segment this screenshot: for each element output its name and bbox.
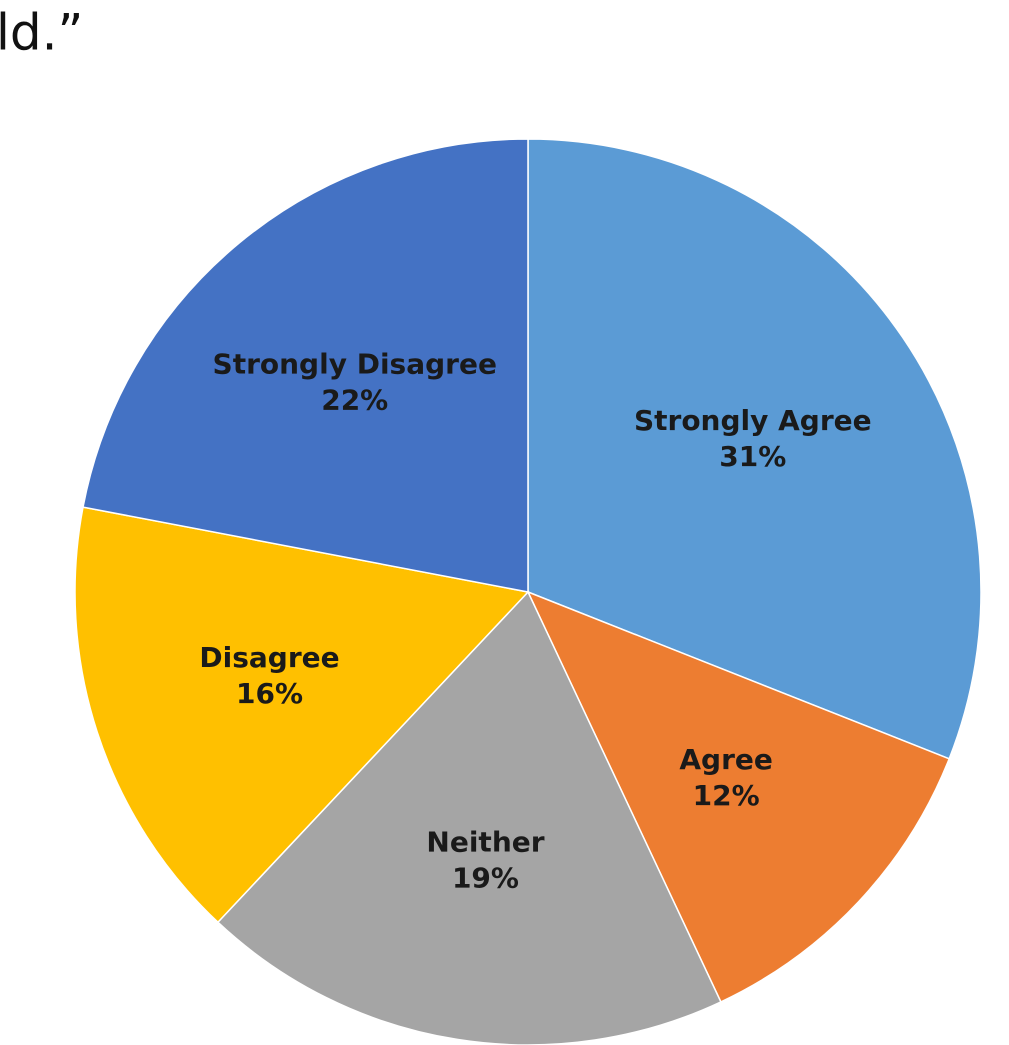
pie-slice <box>527 138 982 760</box>
slice-value-label: 16% <box>236 677 303 710</box>
pie-slice <box>74 506 530 924</box>
chart-title: ld.” <box>0 4 83 62</box>
slice-label: Disagree <box>199 641 339 674</box>
slice-value-label: 19% <box>452 861 519 894</box>
pie-slice <box>526 590 951 1003</box>
slice-label: Neither <box>426 825 544 858</box>
slice-value-label: 22% <box>321 384 388 417</box>
slice-label: Agree <box>679 743 773 776</box>
slice-value-label: 12% <box>693 779 760 812</box>
pie-slice <box>216 590 722 1045</box>
slice-label: Strongly Disagree <box>213 348 497 381</box>
slice-value-label: 31% <box>719 440 786 473</box>
slice-label: Strongly Agree <box>634 404 872 437</box>
pie-slice <box>82 138 529 593</box>
